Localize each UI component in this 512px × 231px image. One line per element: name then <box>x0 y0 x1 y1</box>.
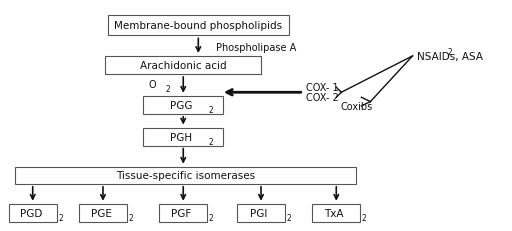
Text: 2: 2 <box>165 85 170 94</box>
Text: Membrane-bound phospholipids: Membrane-bound phospholipids <box>114 21 282 31</box>
Text: 2: 2 <box>286 213 291 222</box>
Text: Coxibs: Coxibs <box>340 101 373 111</box>
Text: PGG: PGG <box>170 100 193 110</box>
FancyBboxPatch shape <box>108 16 289 36</box>
Text: COX- 1: COX- 1 <box>306 83 339 93</box>
Text: Phospholipase A: Phospholipase A <box>216 43 296 53</box>
Text: Arachidonic acid: Arachidonic acid <box>140 61 226 71</box>
Text: 2: 2 <box>129 213 133 222</box>
Text: O: O <box>148 80 156 90</box>
FancyBboxPatch shape <box>79 204 127 222</box>
Text: 2: 2 <box>361 213 367 222</box>
Text: 2: 2 <box>209 106 214 115</box>
Text: 2: 2 <box>209 137 214 146</box>
Text: COX- 2: COX- 2 <box>306 93 339 103</box>
Text: 2: 2 <box>58 213 63 222</box>
FancyBboxPatch shape <box>105 57 261 75</box>
FancyBboxPatch shape <box>9 204 56 222</box>
Text: PGD: PGD <box>19 208 42 218</box>
FancyBboxPatch shape <box>143 96 223 114</box>
FancyBboxPatch shape <box>15 167 356 184</box>
FancyBboxPatch shape <box>143 128 223 146</box>
Text: NSAIDs, ASA: NSAIDs, ASA <box>417 52 483 62</box>
Text: Tissue-specific isomerases: Tissue-specific isomerases <box>116 170 255 180</box>
Text: TxA: TxA <box>325 208 344 218</box>
Text: PGI: PGI <box>250 208 268 218</box>
Text: PGH: PGH <box>170 132 193 142</box>
FancyBboxPatch shape <box>312 204 360 222</box>
Text: 2: 2 <box>447 48 453 57</box>
Text: PGF: PGF <box>171 208 191 218</box>
Text: 2: 2 <box>209 213 214 222</box>
Text: PGE: PGE <box>91 208 112 218</box>
FancyBboxPatch shape <box>237 204 285 222</box>
FancyBboxPatch shape <box>159 204 207 222</box>
